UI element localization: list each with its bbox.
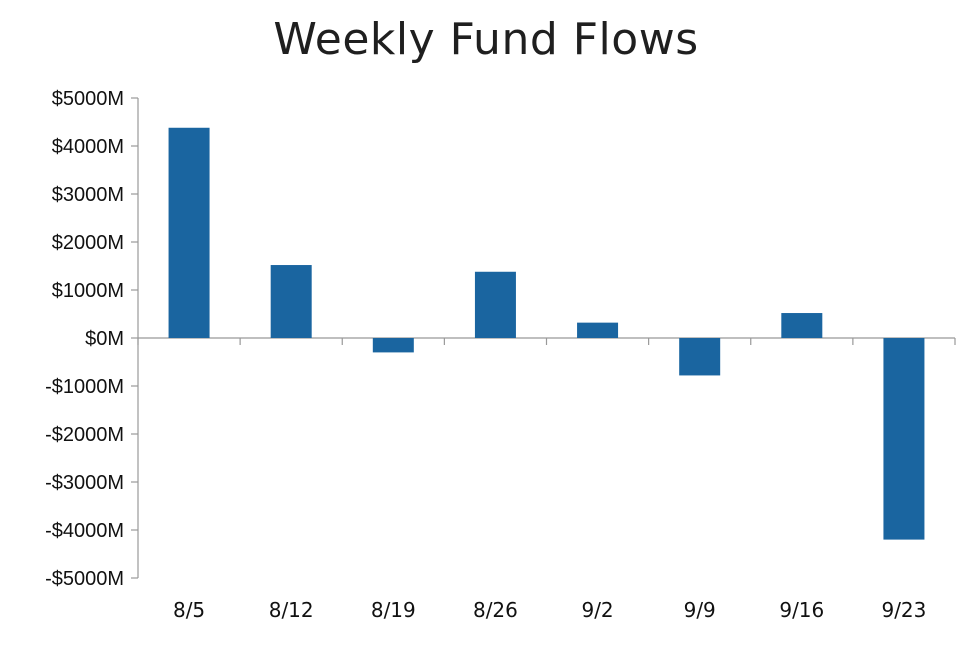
y-tick-label: $5000M <box>52 88 124 110</box>
axes-layer <box>131 97 956 579</box>
bar-9-2 <box>577 322 619 338</box>
y-tick-label: $1000M <box>52 280 124 302</box>
y-tick-label: -$5000M <box>45 568 124 590</box>
y-tick-label: $2000M <box>52 232 124 254</box>
x-category-label: 8/19 <box>371 598 416 622</box>
y-tick-label: $4000M <box>52 136 124 158</box>
x-category-label: 8/5 <box>173 598 205 622</box>
chart-title: Weekly Fund Flows <box>273 14 699 65</box>
x-category-label: 9/23 <box>881 598 926 622</box>
bars-layer <box>168 127 925 540</box>
y-tick-label: -$2000M <box>45 424 124 446</box>
bar-9-16 <box>781 313 823 338</box>
y-tick-label: -$4000M <box>45 520 124 542</box>
x-category-label: 9/2 <box>581 598 613 622</box>
bar-8-12 <box>270 265 312 338</box>
y-tick-label: $0M <box>85 328 124 350</box>
bar-9-9 <box>679 338 721 376</box>
labels-layer: $5000M $4000M $3000M $2000M $1000M $0M -$1000M… <box>45 88 926 622</box>
x-category-label: 9/9 <box>684 598 716 622</box>
y-tick-label: -$1000M <box>45 376 124 398</box>
y-tick-label: -$3000M <box>45 472 124 494</box>
x-category-label: 8/12 <box>269 598 314 622</box>
bar-8-19 <box>372 338 414 353</box>
y-tick-label: $3000M <box>52 184 124 206</box>
bar-9-23 <box>883 338 925 540</box>
x-category-label: 9/16 <box>779 598 824 622</box>
bar-8-26 <box>474 271 516 338</box>
bar-8-5 <box>168 127 210 338</box>
x-category-label: 8/26 <box>473 598 518 622</box>
